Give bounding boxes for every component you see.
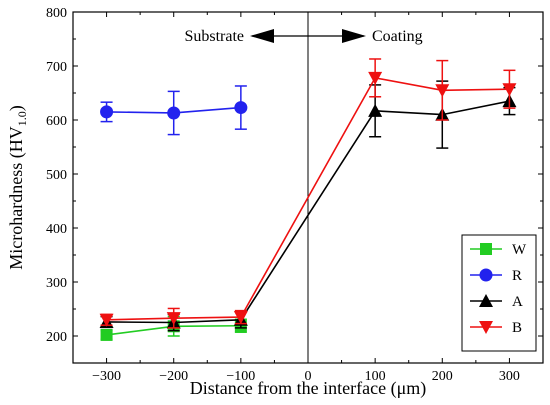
- legend-item-a: A: [470, 294, 523, 310]
- y-axis-title: Microhardness (HV1.0): [6, 105, 29, 269]
- legend-item-r: R: [470, 268, 522, 284]
- arrow-head-right: [342, 29, 366, 43]
- legend-label: R: [512, 268, 522, 284]
- series-r: [100, 85, 248, 136]
- x-tick-label: 100: [365, 369, 386, 384]
- y-axis-title-subscript: 1.0: [15, 111, 29, 126]
- y-tick-label: 800: [46, 6, 67, 21]
- y-tick-label: 300: [46, 276, 67, 291]
- data-point-b: [502, 83, 517, 97]
- y-tick-label: 400: [46, 222, 67, 237]
- x-tick-label: 0: [305, 369, 312, 384]
- legend-marker: [480, 243, 492, 255]
- substrate-annotation: Substrate: [184, 28, 244, 45]
- data-point-b: [435, 84, 450, 98]
- legend-item-b: B: [470, 320, 522, 336]
- x-tick-label: 300: [499, 369, 520, 384]
- series-line-a: [106, 100, 510, 324]
- legend-marker: [479, 268, 493, 282]
- y-tick-label: 200: [46, 330, 67, 345]
- data-point-r: [167, 106, 181, 120]
- x-tick-label: −100: [226, 369, 255, 384]
- data-point-b: [233, 311, 248, 325]
- legend-label: A: [512, 294, 523, 310]
- legend-box: [461, 234, 537, 352]
- arrow-head-left: [250, 29, 274, 43]
- legend-marker: [479, 294, 493, 307]
- data-point-r: [234, 101, 248, 115]
- series-b: [99, 58, 517, 329]
- data-point-r: [100, 105, 114, 119]
- y-tick-label: 600: [46, 114, 67, 129]
- data-point-b: [166, 312, 181, 326]
- y-tick-label: 500: [46, 168, 67, 183]
- substrate-coating-arrow: [250, 29, 366, 43]
- x-tick-label: −200: [159, 369, 188, 384]
- y-axis-title-main: Microhardness (HV: [6, 126, 27, 269]
- coating-annotation: Coating: [372, 28, 423, 45]
- data-point-w: [100, 328, 113, 341]
- x-tick-label: 200: [432, 369, 453, 384]
- data-point-b: [368, 71, 383, 85]
- series-layer: [99, 58, 517, 341]
- legend-label: W: [512, 242, 527, 258]
- legend-marker: [479, 321, 493, 334]
- x-tick-label: −300: [92, 369, 121, 384]
- x-axis-title: Distance from the interface (μm): [190, 378, 427, 399]
- legend-label: B: [512, 320, 522, 336]
- series-line-b: [106, 76, 510, 321]
- legend-item-w: W: [470, 242, 527, 258]
- y-tick-label: 700: [46, 60, 67, 75]
- data-point-b: [99, 313, 114, 327]
- data-point-a: [368, 103, 383, 117]
- y-axis-title-close: ): [6, 105, 27, 111]
